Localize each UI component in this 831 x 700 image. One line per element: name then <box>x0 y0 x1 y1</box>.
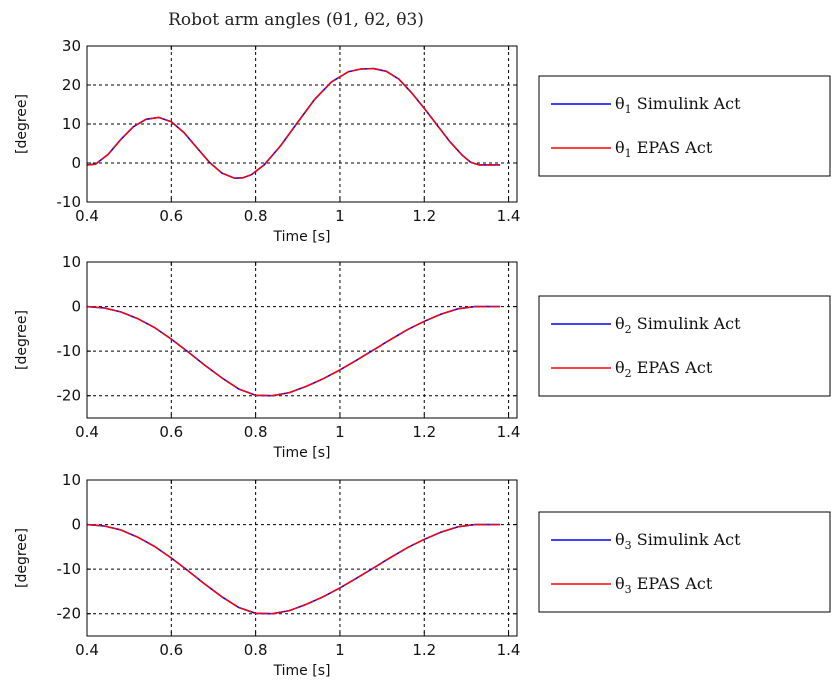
subplot-3: 0.4 0.6 0.8 1 1.2 1.4 10 0 -10 -20 Time [s] [degree… <box>14 471 831 679</box>
y-axis-label: [degree] <box>14 310 30 370</box>
y-tick-label: 10 <box>62 471 81 489</box>
plot-area <box>87 262 517 418</box>
x-tick-label: 0.4 <box>75 207 99 225</box>
y-tick-label: -10 <box>57 560 82 578</box>
axes-frame <box>86 261 518 419</box>
x-tick-label: 0.6 <box>159 207 183 225</box>
y-tick-label: 0 <box>71 298 81 316</box>
legend-entry-label: θ1 Simulink Act <box>615 94 741 116</box>
y-tick-label: 10 <box>62 115 81 133</box>
y-axis-label: [degree] <box>14 528 30 588</box>
x-tick-label: 1.2 <box>412 207 436 225</box>
x-tick-label: 0.8 <box>244 423 268 441</box>
legend-entry-label: θ3 EPAS Act <box>615 574 713 596</box>
legend-entry-label: θ3 Simulink Act <box>615 530 741 552</box>
series-line-epas <box>86 523 501 615</box>
axes-frame <box>86 45 518 203</box>
axes-frame <box>86 479 518 637</box>
legend-box <box>538 511 831 613</box>
legend: θ1 Simulink Act θ1 EPAS Act <box>538 75 831 177</box>
legend-entry-label: θ1 EPAS Act <box>615 138 713 160</box>
y-tick-label: -10 <box>57 342 82 360</box>
y-axis-label: [degree] <box>14 94 30 154</box>
legend-entry-label: θ2 Simulink Act <box>615 314 741 336</box>
x-tick-label: 0.8 <box>244 641 268 659</box>
subplot-1: 0.4 0.6 0.8 1 1.2 1.4 30 20 10 0 -10 Time [s] [degre… <box>14 37 831 245</box>
y-tick-label: 30 <box>62 37 81 55</box>
chart-title: Robot arm angles (θ1, θ2, θ3) <box>168 10 424 30</box>
x-axis-label: Time [s] <box>273 663 331 679</box>
x-axis-label: Time [s] <box>273 229 331 245</box>
x-tick-label: 0.6 <box>159 423 183 441</box>
x-tick-label: 1 <box>335 423 345 441</box>
y-tick-label: 10 <box>62 253 81 271</box>
x-axis-label: Time [s] <box>273 445 331 461</box>
x-tick-label: 1 <box>335 641 345 659</box>
y-tick-label: -20 <box>57 605 82 623</box>
subplot-2: 0.4 0.6 0.8 1 1.2 1.4 10 0 -10 -20 Time [s] [degree… <box>14 253 831 461</box>
y-tick-label: 0 <box>71 154 81 172</box>
legend: θ2 Simulink Act θ2 EPAS Act <box>538 295 831 397</box>
x-tick-label: 0.4 <box>75 641 99 659</box>
legend-entry-label: θ2 EPAS Act <box>615 358 713 380</box>
y-tick-label: 0 <box>71 516 81 534</box>
y-tick-label: 20 <box>62 76 81 94</box>
x-tick-label: 1.2 <box>412 423 436 441</box>
x-tick-label: 1.4 <box>497 423 521 441</box>
legend-box <box>538 295 831 397</box>
x-tick-label: 1.4 <box>497 207 521 225</box>
x-tick-label: 1.2 <box>412 641 436 659</box>
x-tick-label: 0.8 <box>244 207 268 225</box>
x-tick-label: 0.4 <box>75 423 99 441</box>
x-tick-label: 1.4 <box>497 641 521 659</box>
x-tick-label: 1 <box>335 207 345 225</box>
series-line-epas <box>86 305 501 397</box>
legend-box <box>538 75 831 177</box>
y-tick-label: -20 <box>57 387 82 405</box>
plot-area <box>87 480 517 636</box>
y-tick-label: -10 <box>57 193 82 211</box>
legend: θ3 Simulink Act θ3 EPAS Act <box>538 511 831 613</box>
series-line-epas <box>86 67 501 179</box>
x-tick-label: 0.6 <box>159 641 183 659</box>
plot-area <box>87 46 517 202</box>
